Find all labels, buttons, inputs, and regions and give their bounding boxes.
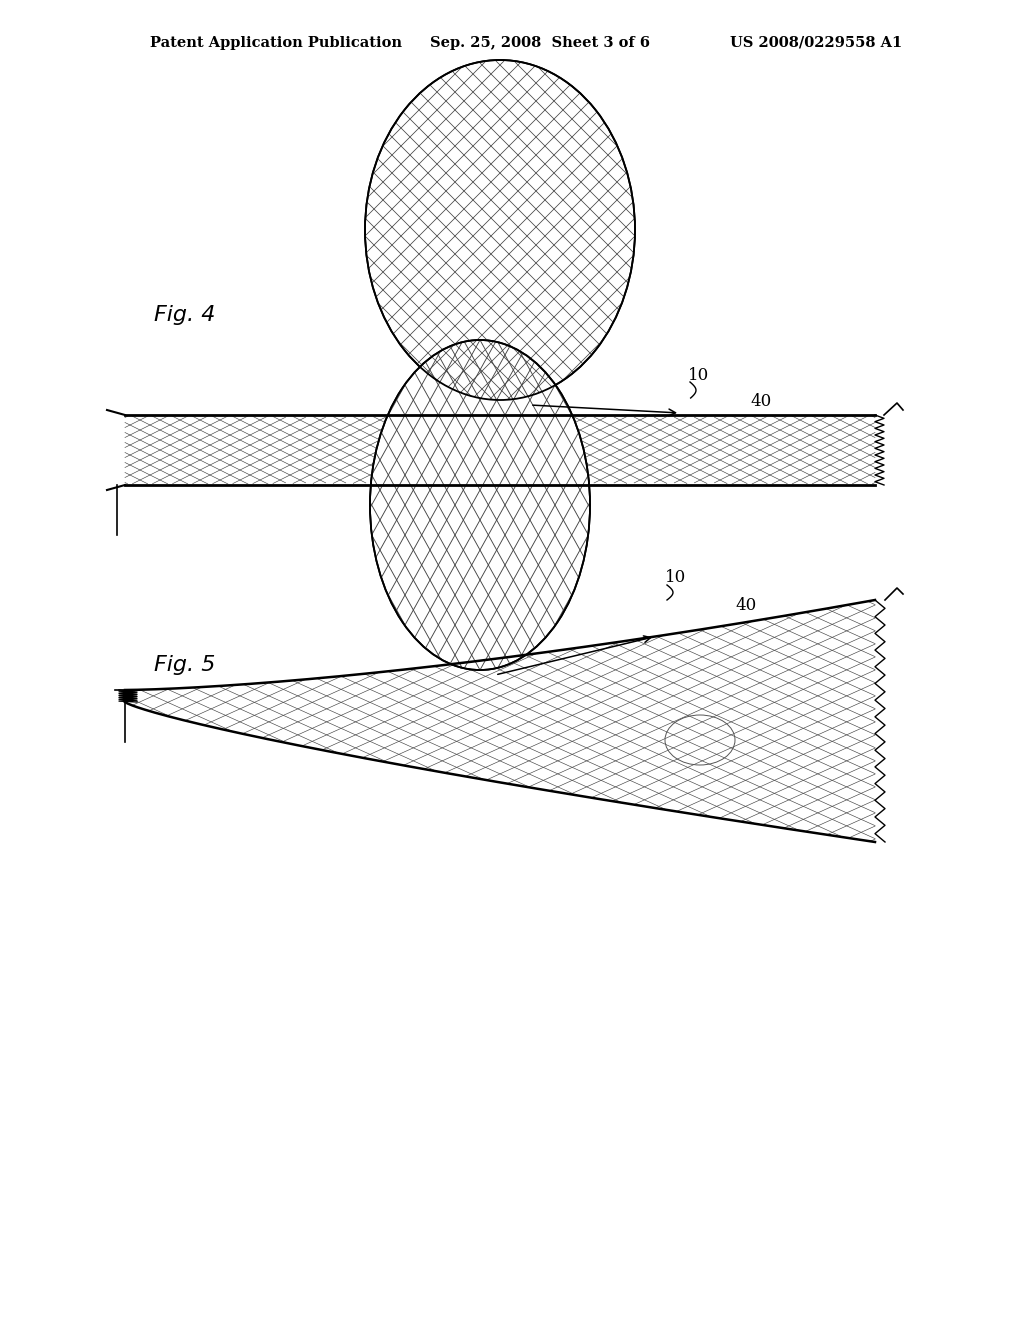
Polygon shape — [125, 601, 874, 842]
Ellipse shape — [365, 59, 635, 400]
Text: Sep. 25, 2008  Sheet 3 of 6: Sep. 25, 2008 Sheet 3 of 6 — [430, 36, 650, 50]
Text: Patent Application Publication: Patent Application Publication — [150, 36, 402, 50]
Text: Fig. 5: Fig. 5 — [155, 655, 216, 675]
Ellipse shape — [370, 341, 590, 671]
Bar — [125, 414, 874, 484]
Text: 40: 40 — [750, 393, 771, 411]
Text: 10: 10 — [665, 569, 686, 586]
Text: US 2008/0229558 A1: US 2008/0229558 A1 — [730, 36, 902, 50]
Text: 40: 40 — [735, 597, 757, 614]
Text: Fig. 4: Fig. 4 — [155, 305, 216, 325]
Text: 10: 10 — [688, 367, 710, 384]
